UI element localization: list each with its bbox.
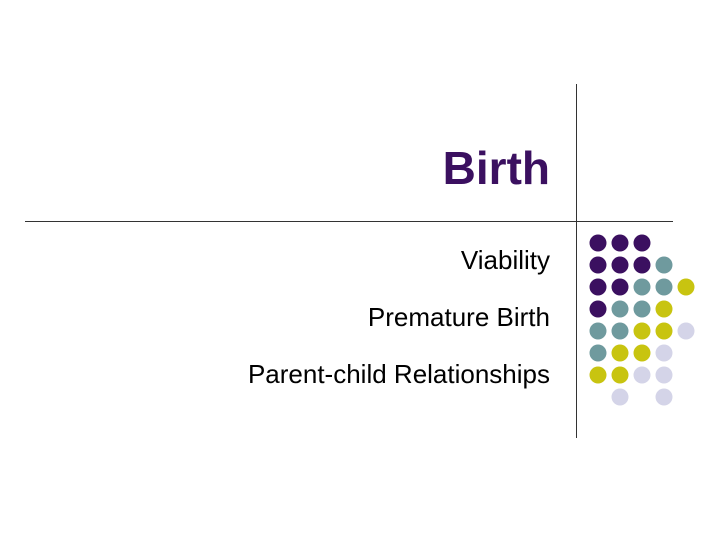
- decorative-dot: [633, 322, 651, 340]
- decorative-dot: [611, 344, 629, 362]
- decorative-dot: [655, 366, 673, 384]
- decorative-dot: [655, 322, 673, 340]
- decorative-dot: [655, 256, 673, 274]
- decorative-dot: [655, 278, 673, 296]
- decorative-dot: [611, 322, 629, 340]
- slide-title: Birth: [442, 142, 550, 194]
- decorative-dot: [633, 234, 651, 252]
- decorative-dot: [633, 344, 651, 362]
- decorative-dot: [677, 278, 695, 296]
- bullet-item: Viability: [460, 245, 550, 275]
- decorative-dot: [611, 388, 629, 406]
- bullet-list: Viability Premature Birth Parent-child R…: [248, 246, 550, 417]
- decorative-dot: [655, 344, 673, 362]
- decorative-dot: [655, 388, 673, 406]
- decorative-dot: [633, 366, 651, 384]
- decorative-dot: [611, 256, 629, 274]
- decorative-dot: [589, 344, 607, 362]
- decorative-dot: [611, 366, 629, 384]
- decorative-dot: [589, 322, 607, 340]
- decorative-dot: [677, 322, 695, 340]
- decorative-dot: [633, 278, 651, 296]
- bullet-item: Premature Birth: [367, 302, 550, 332]
- decorative-dot: [589, 300, 607, 318]
- decorative-dot: [655, 300, 673, 318]
- decorative-dot: [589, 366, 607, 384]
- horizontal-divider: [25, 221, 673, 222]
- decorative-dot: [633, 300, 651, 318]
- decorative-dot: [611, 300, 629, 318]
- decorative-dot: [589, 234, 607, 252]
- decorative-dot: [589, 278, 607, 296]
- decorative-dot: [611, 278, 629, 296]
- decorative-dot: [633, 256, 651, 274]
- bullet-item: Parent-child Relationships: [247, 359, 550, 389]
- vertical-divider: [576, 84, 577, 438]
- decorative-dot: [589, 256, 607, 274]
- decorative-dot: [611, 234, 629, 252]
